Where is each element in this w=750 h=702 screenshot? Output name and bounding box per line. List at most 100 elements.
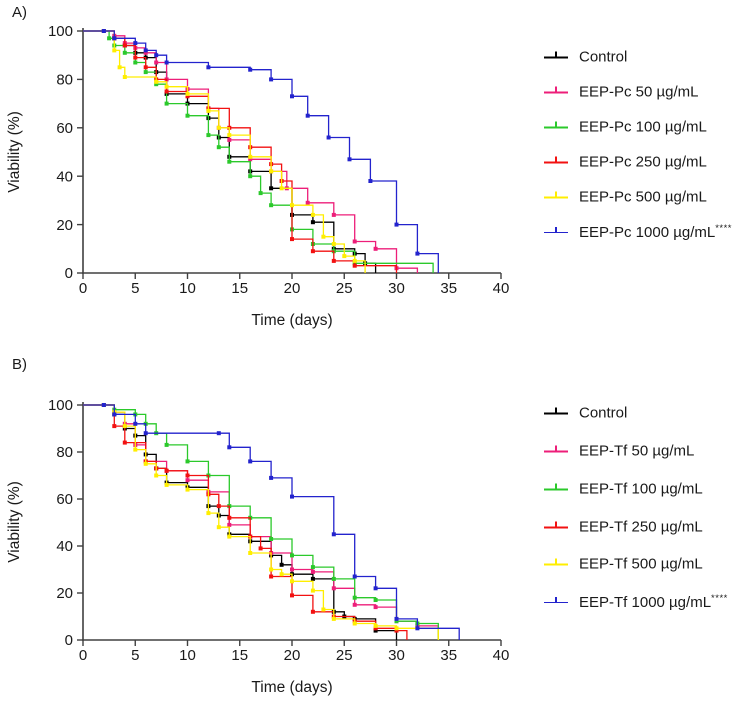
censor-mark-icon <box>331 532 336 537</box>
censor-mark-icon <box>133 41 138 46</box>
censor-mark-icon <box>154 60 159 65</box>
x-tick-label: 10 <box>179 280 196 297</box>
panel-b-plot: 0 5 10 15 20 25 30 35 40 0 20 40 60 80 100 <box>48 397 509 664</box>
censor-mark-icon <box>227 515 232 520</box>
censor-mark-icon <box>321 607 326 612</box>
censor-mark-icon <box>310 569 315 574</box>
censor-mark-icon <box>352 574 357 579</box>
censor-mark-icon <box>415 626 420 631</box>
y-tick-label: 60 <box>56 491 73 508</box>
x-tick-label: 35 <box>440 647 457 664</box>
legend-item-eep-tf-1000-g-ml: EEP-Tf 1000 µg/mL**** <box>544 593 728 611</box>
legend-swatch-tick <box>555 156 557 163</box>
x-tick-label: 15 <box>231 280 248 297</box>
censor-mark-icon <box>331 212 336 217</box>
censor-mark-icon <box>206 108 211 113</box>
censor-mark-icon <box>347 157 352 162</box>
censor-mark-icon <box>248 154 253 159</box>
censor-mark-icon <box>310 249 315 254</box>
censor-mark-icon <box>342 254 347 259</box>
censor-mark-icon <box>310 588 315 593</box>
significance-stars: **** <box>715 223 733 234</box>
x-tick-label: 10 <box>179 647 196 664</box>
legend-item-eep-pc-250-g-ml: EEP-Pc 250 µg/mL <box>544 154 707 171</box>
censor-mark-icon <box>326 135 331 140</box>
y-tick-label: 40 <box>56 168 73 185</box>
legend-label: Control <box>579 48 628 66</box>
legend-swatch-icon <box>544 521 568 533</box>
x-tick-label: 15 <box>231 647 248 664</box>
censor-mark-icon <box>206 511 211 516</box>
series-markers-eep-tf-1000-g-ml <box>101 403 420 631</box>
series-line-eep-tf-100-g-ml <box>83 404 439 640</box>
legend-item-eep-tf-50-g-ml: EEP-Tf 50 µg/mL <box>544 443 694 460</box>
censor-mark-icon <box>258 191 263 196</box>
censor-mark-icon <box>279 562 284 567</box>
legend-swatch-icon <box>544 407 568 419</box>
legend-label: EEP-Pc 100 µg/mL <box>579 118 707 136</box>
y-tick-label: 0 <box>65 632 73 649</box>
y-tick-label: 0 <box>65 265 73 282</box>
censor-mark-icon <box>373 623 378 628</box>
legend-item-eep-pc-500-g-ml: EEP-Pc 500 µg/mL <box>544 189 707 206</box>
censor-mark-icon <box>373 598 378 602</box>
censor-mark-icon <box>269 537 274 541</box>
censor-mark-icon <box>248 174 253 179</box>
x-tick-label: 30 <box>388 280 405 297</box>
censor-mark-icon <box>216 145 221 150</box>
legend-label: EEP-Tf 500 µg/mL <box>579 555 703 573</box>
censor-mark-icon <box>269 574 274 579</box>
censor-mark-icon <box>279 572 284 577</box>
legend-item-eep-pc-1000-g-ml: EEP-Pc 1000 µg/mL**** <box>544 223 732 241</box>
y-tick-label: 20 <box>56 217 73 234</box>
legend-label: EEP-Tf 100 µg/mL <box>579 480 703 498</box>
censor-mark-icon <box>290 494 294 499</box>
censor-mark-icon <box>269 169 274 174</box>
legend-item-eep-pc-100-g-ml: EEP-Pc 100 µg/mL <box>544 119 707 136</box>
legend-swatch-icon <box>544 558 568 570</box>
censor-mark-icon <box>185 91 190 96</box>
censor-mark-icon <box>227 534 232 539</box>
series-markers-eep-pc-1000-g-ml <box>101 29 420 256</box>
censor-mark-icon <box>154 53 159 58</box>
x-tick-label: 25 <box>336 647 353 664</box>
censor-mark-icon <box>394 626 399 631</box>
legend-item-control: Control <box>544 49 627 66</box>
censor-mark-icon <box>154 82 159 87</box>
x-tick-label: 20 <box>284 647 301 664</box>
censor-mark-icon <box>258 546 263 551</box>
censor-mark-icon <box>352 621 357 626</box>
censor-mark-icon <box>394 628 399 633</box>
censor-mark-icon <box>310 609 315 614</box>
y-tick-label: 20 <box>56 585 73 602</box>
censor-mark-icon <box>373 628 378 633</box>
legend-item-eep-tf-250-g-ml: EEP-Tf 250 µg/mL <box>544 519 703 536</box>
legend-swatch-icon <box>544 121 568 133</box>
legend-swatch-icon <box>544 86 568 98</box>
legend-label: EEP-Pc 1000 µg/mL**** <box>579 223 733 241</box>
series-markers-eep-pc-500-g-ml <box>101 29 357 263</box>
censor-mark-icon <box>185 473 190 478</box>
censor-mark-icon <box>143 70 148 75</box>
y-tick-label: 60 <box>56 120 73 137</box>
censor-mark-icon <box>227 159 232 164</box>
censor-mark-icon <box>248 67 253 72</box>
censor-mark-icon <box>248 551 253 555</box>
censor-mark-icon <box>290 553 294 558</box>
censor-mark-icon <box>331 616 336 621</box>
censor-mark-icon <box>122 43 127 48</box>
censor-mark-icon <box>373 605 378 610</box>
legend-panel-a: Control EEP-Pc 50 µg/mL EEP-Pc 100 µg/mL EE… <box>544 0 750 702</box>
censor-mark-icon <box>107 36 112 41</box>
censor-mark-icon <box>164 60 169 65</box>
legend-swatch-tick <box>555 521 557 528</box>
censor-mark-icon <box>216 504 221 509</box>
censor-mark-icon <box>394 619 399 624</box>
x-tick-label: 5 <box>131 647 139 664</box>
series-line-eep-pc-500-g-ml <box>83 30 366 273</box>
censor-mark-icon <box>373 586 378 591</box>
censor-mark-icon <box>185 459 190 464</box>
censor-mark-icon <box>101 29 106 33</box>
